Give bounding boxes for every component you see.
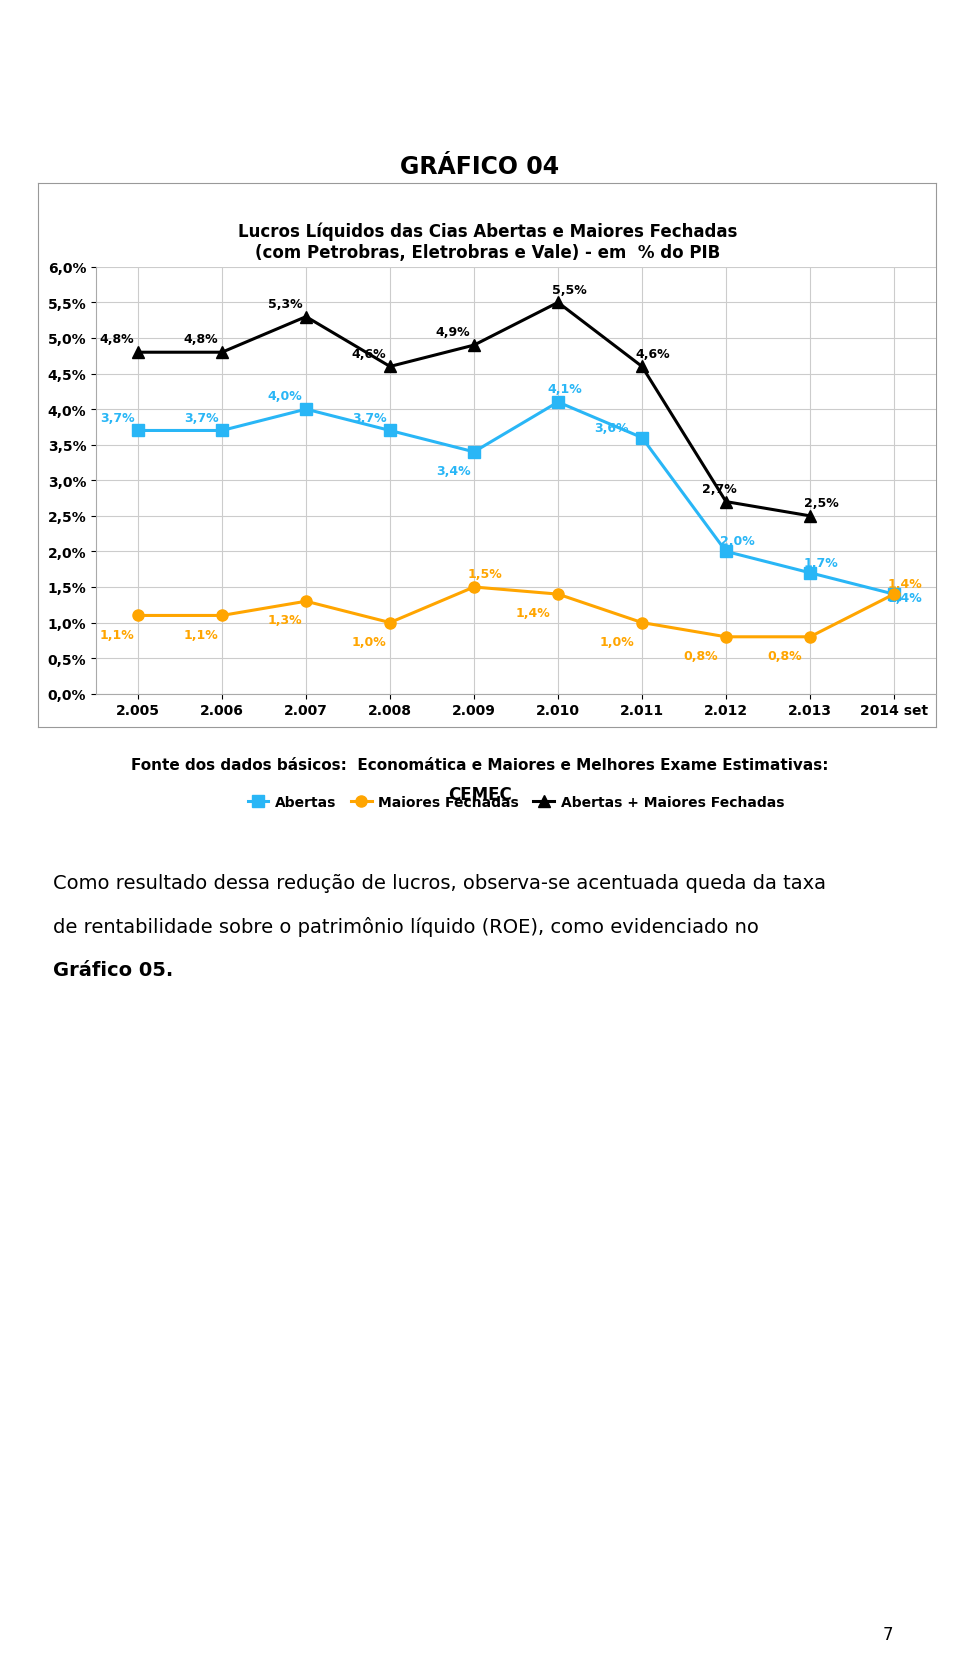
Text: 2,7%: 2,7%: [702, 482, 736, 495]
Maiores Fechadas: [384, 612, 396, 632]
Text: Fonte dos dados básicos:  Economática e Maiores e Melhores Exame Estimativas:: Fonte dos dados básicos: Economática e M…: [132, 758, 828, 771]
Maiores Fechadas: [804, 627, 816, 647]
Abertas + Maiores Fechadas: [468, 336, 480, 356]
Text: 1,1%: 1,1%: [100, 629, 134, 641]
Text: 4,6%: 4,6%: [636, 348, 670, 360]
Text: Lucros Líquidos das Cias Abertas e Maiores Fechadas
(com Petrobras, Eletrobras e: Lucros Líquidos das Cias Abertas e Maior…: [237, 223, 737, 261]
Text: 4,1%: 4,1%: [547, 383, 583, 397]
Text: de rentabilidade sobre o patrimônio líquido (ROE), como evidenciado no: de rentabilidade sobre o patrimônio líqu…: [53, 917, 758, 937]
Text: 0,8%: 0,8%: [684, 649, 718, 663]
Abertas + Maiores Fechadas: [216, 343, 228, 363]
Line: Maiores Fechadas: Maiores Fechadas: [132, 582, 900, 642]
Text: 1,4%: 1,4%: [888, 577, 923, 591]
Abertas + Maiores Fechadas: [132, 343, 144, 363]
Abertas + Maiores Fechadas: [300, 308, 312, 328]
Abertas + Maiores Fechadas: [804, 507, 816, 527]
Text: 1,0%: 1,0%: [351, 636, 387, 649]
Abertas: [804, 564, 816, 584]
Text: 0,8%: 0,8%: [768, 649, 803, 663]
Text: 4,9%: 4,9%: [436, 326, 470, 340]
Abertas + Maiores Fechadas: [720, 492, 732, 512]
Abertas: [888, 586, 900, 606]
Abertas + Maiores Fechadas: [636, 358, 648, 378]
Text: 4,8%: 4,8%: [184, 333, 219, 346]
Abertas: [300, 400, 312, 420]
Text: 4,6%: 4,6%: [352, 348, 387, 360]
Abertas + Maiores Fechadas: [384, 358, 396, 378]
Maiores Fechadas: [300, 592, 312, 612]
Text: 5,5%: 5,5%: [552, 283, 587, 296]
Maiores Fechadas: [720, 627, 732, 647]
Abertas + Maiores Fechadas: [552, 293, 564, 313]
Maiores Fechadas: [468, 577, 480, 597]
Abertas: [132, 422, 144, 442]
Text: Gráfico 05.: Gráfico 05.: [53, 960, 173, 979]
Text: GRÁFICO 04: GRÁFICO 04: [400, 156, 560, 179]
Text: 5,3%: 5,3%: [268, 298, 302, 311]
Text: 1,7%: 1,7%: [804, 557, 838, 569]
Text: CEMEC: CEMEC: [440, 17, 520, 37]
Text: 1,0%: 1,0%: [600, 636, 635, 649]
Text: 3,7%: 3,7%: [352, 412, 387, 425]
Text: 3,7%: 3,7%: [184, 412, 219, 425]
Text: Centro de Estudos do IBMEC: Centro de Estudos do IBMEC: [362, 54, 598, 72]
Maiores Fechadas: [132, 606, 144, 626]
Text: CEMEC: CEMEC: [448, 786, 512, 803]
Maiores Fechadas: [636, 612, 648, 632]
Maiores Fechadas: [216, 606, 228, 626]
Text: 1,3%: 1,3%: [268, 614, 302, 627]
Line: Abertas: Abertas: [132, 397, 900, 601]
Text: Como resultado dessa redução de lucros, observa-se acentuada queda da taxa: Como resultado dessa redução de lucros, …: [53, 873, 826, 892]
Abertas: [384, 422, 396, 442]
Text: 4,8%: 4,8%: [100, 333, 134, 346]
Text: 7: 7: [882, 1624, 893, 1643]
Text: 2,5%: 2,5%: [804, 497, 838, 510]
Legend: Abertas, Maiores Fechadas, Abertas + Maiores Fechadas: Abertas, Maiores Fechadas, Abertas + Mai…: [242, 790, 790, 815]
Text: 1,5%: 1,5%: [468, 567, 502, 581]
Maiores Fechadas: [552, 586, 564, 606]
Abertas: [552, 393, 564, 413]
Text: 1,1%: 1,1%: [183, 629, 219, 641]
Text: 2,0%: 2,0%: [720, 535, 755, 549]
Abertas: [636, 428, 648, 448]
Text: 1,4%: 1,4%: [516, 607, 550, 621]
Abertas: [720, 542, 732, 562]
Line: Abertas + Maiores Fechadas: Abertas + Maiores Fechadas: [132, 298, 816, 522]
Text: 3,7%: 3,7%: [100, 412, 134, 425]
Abertas: [216, 422, 228, 442]
Abertas: [468, 443, 480, 463]
Text: 3,4%: 3,4%: [436, 465, 470, 478]
Maiores Fechadas: [888, 586, 900, 606]
Text: 4,0%: 4,0%: [268, 390, 302, 403]
Text: 1,4%: 1,4%: [888, 592, 923, 604]
Text: 3,6%: 3,6%: [594, 422, 629, 435]
